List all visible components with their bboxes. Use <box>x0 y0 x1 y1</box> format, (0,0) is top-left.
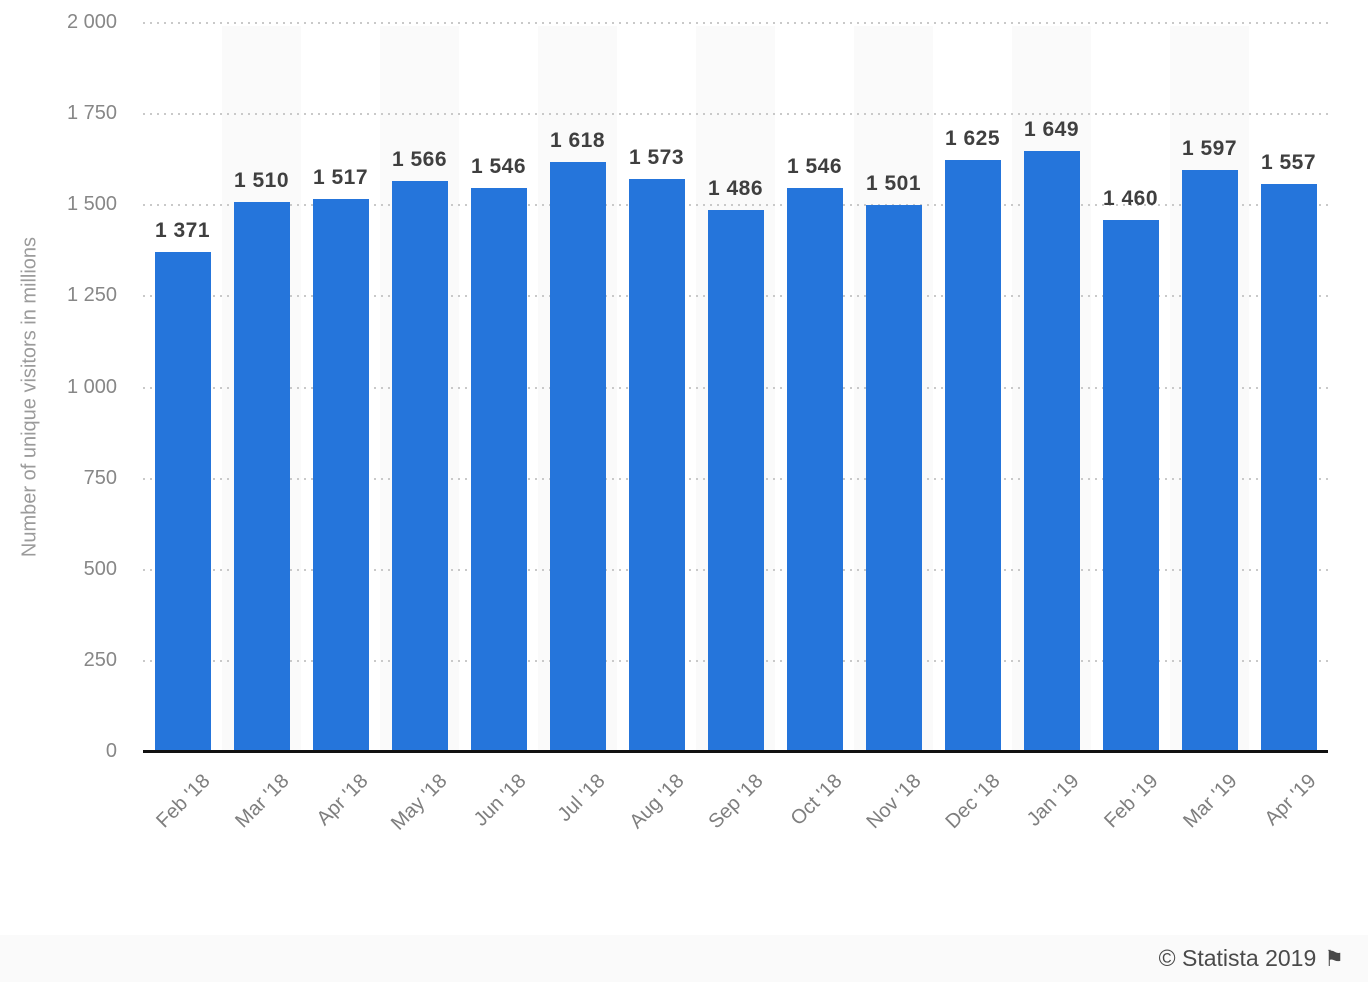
bar-value-label: 1 371 <box>154 219 211 243</box>
bar-may-18[interactable] <box>391 181 448 752</box>
gridline <box>143 22 1328 24</box>
bar-value-label: 1 546 <box>470 155 527 179</box>
y-axis-tick-label: 1 750 <box>66 102 117 125</box>
bar-value-label: 1 510 <box>233 168 290 192</box>
flag-icon: ⚑ <box>1324 945 1344 971</box>
y-axis-tick-label: 250 <box>83 648 117 671</box>
footer-bar: © Statista 2019 ⚑ <box>0 935 1368 982</box>
x-axis-line <box>143 750 1328 753</box>
bar-feb-18[interactable] <box>154 252 211 752</box>
y-axis-tick-label: 2 000 <box>66 11 117 34</box>
y-axis-tick-label: 1 250 <box>66 284 117 307</box>
y-axis-tick-label: 500 <box>83 557 117 580</box>
statista-attribution[interactable]: © Statista 2019 ⚑ <box>1159 935 1344 982</box>
bar-value-label: 1 486 <box>707 177 764 201</box>
bar-value-label: 1 460 <box>1102 186 1159 210</box>
bar-aug-18[interactable] <box>628 178 685 752</box>
y-axis-tick-label: 750 <box>83 466 117 489</box>
y-axis-tick-label: 1 500 <box>66 193 117 216</box>
bar-mar-18[interactable] <box>233 201 290 752</box>
bar-value-label: 1 618 <box>549 129 606 153</box>
bar-jun-18[interactable] <box>470 188 527 752</box>
bar-sep-18[interactable] <box>707 210 764 752</box>
bar-feb-19[interactable] <box>1102 219 1159 752</box>
bar-apr-18[interactable] <box>312 199 369 752</box>
bar-jul-18[interactable] <box>549 162 606 752</box>
bar-value-label: 1 566 <box>391 148 448 172</box>
y-axis-tick-label: 0 <box>105 740 117 763</box>
bar-value-label: 1 597 <box>1181 136 1238 160</box>
statista-attribution-text: © Statista 2019 <box>1158 945 1317 971</box>
bar-nov-18[interactable] <box>865 204 922 752</box>
bar-value-label: 1 573 <box>628 145 685 169</box>
gridline <box>143 204 1328 207</box>
bar-jan-19[interactable] <box>1023 150 1080 752</box>
bar-value-label: 1 501 <box>865 171 922 195</box>
bar-value-label: 1 649 <box>1023 117 1080 141</box>
bar-value-label: 1 546 <box>786 155 843 179</box>
bar-dec-18[interactable] <box>944 159 1001 752</box>
bar-value-label: 1 625 <box>944 126 1001 150</box>
gridline <box>143 113 1328 116</box>
y-axis-tick-label: 1 000 <box>66 375 117 398</box>
bar-apr-19[interactable] <box>1260 184 1317 752</box>
bar-value-label: 1 557 <box>1260 151 1317 175</box>
bar-value-label: 1 517 <box>312 166 369 190</box>
bar-mar-19[interactable] <box>1181 169 1238 752</box>
bar-oct-18[interactable] <box>786 188 843 752</box>
